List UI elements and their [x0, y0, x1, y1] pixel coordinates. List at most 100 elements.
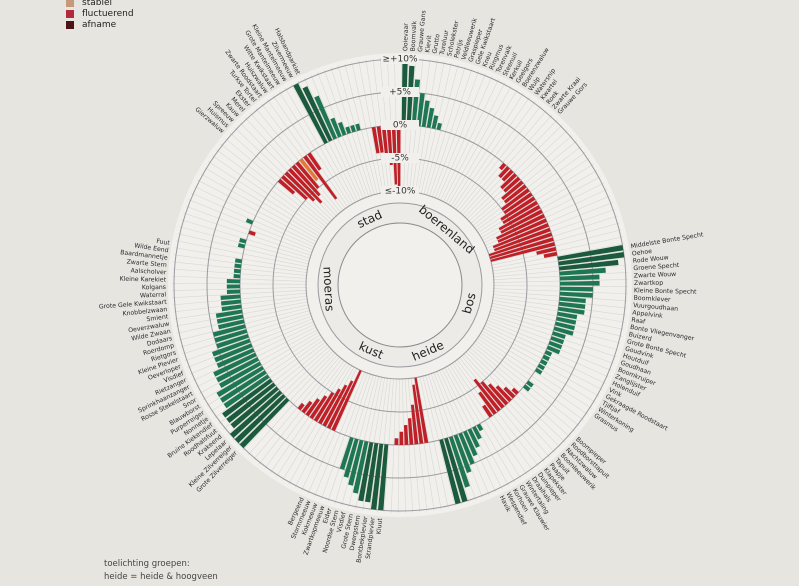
legend-swatch: [66, 9, 74, 18]
bar: [472, 426, 482, 440]
grid-line: [443, 366, 509, 486]
bar: [216, 333, 249, 349]
species-label: Aalscholver: [130, 267, 167, 276]
grid-line: [437, 76, 493, 201]
bar: [503, 184, 527, 204]
group-label: bos: [460, 291, 479, 315]
grid-line: [468, 129, 568, 223]
bar: [223, 374, 270, 409]
bar: [245, 218, 254, 225]
grid-line: [476, 337, 588, 415]
scale-label: ≤-10%: [385, 187, 416, 197]
grid-line: [447, 89, 518, 206]
grid-line: [427, 373, 470, 503]
bar: [421, 100, 430, 128]
species-label: Kolgans: [142, 284, 166, 291]
bar: [559, 280, 600, 286]
bar: [307, 152, 322, 171]
grid-line: [372, 58, 390, 193]
bar: [495, 385, 512, 402]
bar: [220, 299, 242, 306]
bar: [558, 252, 625, 266]
bar: [542, 354, 550, 362]
group-ring-inner: [337, 222, 463, 348]
bar: [502, 200, 538, 225]
bar: [218, 361, 262, 389]
grid-line: [492, 257, 627, 275]
bar: [211, 338, 251, 357]
grid-line: [463, 119, 558, 218]
grid-line: [489, 308, 621, 344]
grid-line: [172, 268, 308, 279]
bar: [314, 95, 337, 140]
bar: [511, 387, 519, 395]
grid-line: [173, 295, 308, 313]
bar: [488, 383, 509, 406]
bar: [339, 437, 354, 470]
group-kust: KluutStrandplevierBontbekplevierDwergste…: [287, 369, 389, 563]
grid-line: [477, 157, 590, 234]
bar: [539, 359, 548, 366]
bar: [301, 400, 313, 414]
bar: [559, 267, 606, 276]
bar: [480, 381, 505, 409]
bar: [371, 126, 380, 154]
bar: [407, 418, 414, 445]
group-label: moeras: [320, 266, 336, 312]
grid-line: [457, 105, 542, 213]
bar: [352, 441, 369, 494]
scale-label: ≥+10%: [382, 55, 418, 65]
bar: [543, 251, 558, 258]
scale-label-bg: [381, 186, 419, 196]
bar: [501, 180, 524, 201]
bar: [557, 306, 585, 315]
bar: [376, 126, 384, 153]
grid-line: [227, 345, 331, 435]
bar: [326, 380, 354, 430]
group-heide: BoompieperRoodborsttapuitNachtzwaluwBoom…: [394, 377, 611, 533]
bar: [216, 348, 255, 369]
bar: [537, 363, 546, 371]
bar: [293, 83, 328, 144]
species-label: Smient: [146, 313, 169, 323]
legend-item-fluctuerend: fluctuerend: [66, 8, 134, 19]
bar: [550, 336, 565, 345]
bar: [303, 155, 338, 200]
legend-label: stabiel: [82, 0, 112, 8]
bar: [546, 345, 561, 355]
grid-line: [490, 305, 623, 337]
scale-label-bg: [381, 153, 419, 163]
bar: [230, 386, 279, 429]
bar: [412, 384, 424, 444]
grid-line: [438, 369, 496, 493]
bar: [403, 425, 409, 445]
bar: [226, 279, 241, 284]
grid-line: [390, 377, 397, 513]
bar: [330, 117, 342, 138]
grid-line: [460, 354, 550, 458]
bar: [212, 324, 246, 337]
grid-line: [449, 363, 522, 479]
species-label: Boomklever: [633, 295, 671, 304]
bar: [322, 384, 348, 427]
species-label: Raaf: [631, 317, 647, 326]
bar: [556, 316, 577, 325]
bar: [226, 289, 241, 295]
bar: [220, 294, 241, 300]
grid-line: [492, 271, 628, 281]
bar: [233, 268, 241, 274]
bar: [295, 161, 320, 189]
bar: [350, 124, 356, 133]
legend: stabiel fluctuerend afname: [66, 0, 134, 30]
bar: [358, 442, 374, 502]
grid-line: [212, 155, 324, 233]
legend-label: fluctuerend: [82, 8, 134, 19]
legend-item-stabiel: stabiel: [66, 0, 134, 8]
grid-line: [334, 374, 374, 504]
bar: [448, 436, 470, 488]
grid-line: [183, 212, 312, 256]
bar: [500, 196, 536, 221]
bar: [348, 439, 364, 486]
bar: [488, 232, 553, 257]
